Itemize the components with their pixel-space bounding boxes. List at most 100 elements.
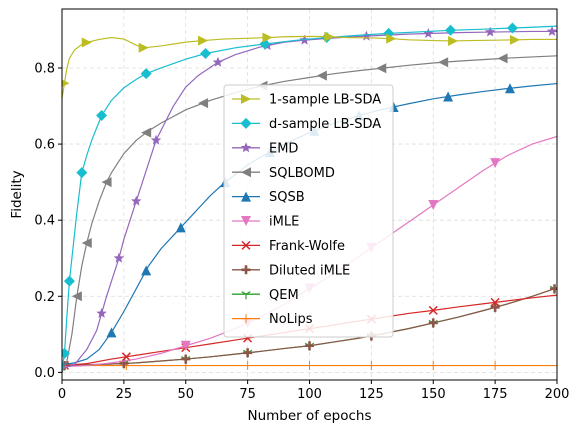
data-point-emd bbox=[361, 30, 372, 41]
legend-item-d-sample-lb-sda: d-sample LB-SDA bbox=[232, 117, 381, 132]
data-point-diluted-imle bbox=[181, 354, 191, 364]
legend-item-frank-wolfe: Frank-Wolfe bbox=[232, 239, 345, 254]
data-point-emd bbox=[96, 307, 107, 318]
data-point-sqlbomd bbox=[101, 177, 112, 188]
legend: 1-sample LB-SDA d-sample LB-SDA EMD SQLBOMD… bbox=[223, 84, 394, 338]
data-point-d-sample-lb-sda bbox=[76, 167, 88, 179]
data-point-sqsb bbox=[106, 327, 117, 338]
data-point-1-sample-lb-sda bbox=[62, 79, 70, 87]
legend-swatch-marker bbox=[241, 167, 251, 178]
legend-swatch-marker bbox=[241, 94, 251, 104]
data-point-diluted-imle bbox=[490, 302, 500, 312]
legend-swatch-marker bbox=[241, 216, 251, 226]
y-tick-label: 0.2 bbox=[34, 290, 55, 305]
data-point-nolips bbox=[305, 361, 314, 371]
data-point-nolips bbox=[366, 361, 376, 371]
data-point-emd bbox=[131, 195, 142, 206]
x-axis-label: Number of epochs bbox=[248, 408, 372, 424]
data-point-d-sample-lb-sda bbox=[259, 38, 271, 50]
data-point-sqlbomd bbox=[316, 70, 327, 81]
legend-label: QEM bbox=[269, 288, 299, 303]
legend-item-imle: iMLE bbox=[232, 215, 299, 230]
data-point-sqlbomd bbox=[438, 57, 449, 68]
data-point-emd bbox=[546, 25, 557, 36]
data-point-emd bbox=[150, 134, 162, 145]
data-point-emd bbox=[423, 28, 434, 38]
legend-label: Diluted iMLE bbox=[269, 263, 350, 278]
data-point-1-sample-lb-sda bbox=[262, 32, 273, 43]
data-point-d-sample-lb-sda bbox=[200, 48, 212, 60]
data-point-sqlbomd bbox=[376, 63, 387, 74]
legend-item-qem: QEM bbox=[232, 288, 299, 303]
series-1-sample-lb-sda bbox=[62, 31, 557, 99]
data-point-sqlbomd bbox=[497, 53, 508, 64]
y-tick-label: 0.8 bbox=[34, 61, 55, 76]
data-point-d-sample-lb-sda bbox=[383, 27, 395, 39]
legend-swatch-marker bbox=[241, 191, 251, 202]
data-point-1-sample-lb-sda bbox=[324, 31, 335, 42]
x-tick-label: 150 bbox=[421, 387, 446, 402]
data-point-1-sample-lb-sda bbox=[448, 35, 459, 46]
series-sqlbomd bbox=[62, 53, 557, 373]
data-point-frank-wolfe bbox=[121, 352, 131, 362]
x-tick-label: 175 bbox=[483, 387, 508, 402]
data-point-d-sample-lb-sda bbox=[63, 275, 75, 287]
legend-swatch-marker bbox=[241, 314, 251, 324]
data-point-nolips bbox=[428, 361, 438, 371]
series-d-sample-lb-sda bbox=[62, 22, 557, 371]
data-point-emd bbox=[484, 26, 496, 37]
data-point-frank-wolfe bbox=[428, 305, 438, 315]
legend-label: d-sample LB-SDA bbox=[269, 117, 381, 132]
legend-item-diluted-imle: Diluted iMLE bbox=[232, 263, 350, 278]
data-point-frank-wolfe bbox=[490, 297, 500, 307]
data-point-diluted-imle bbox=[428, 318, 438, 328]
legend-label: SQSB bbox=[269, 190, 305, 205]
x-tick-label: 50 bbox=[177, 387, 194, 402]
series-line-sqlbomd bbox=[62, 55, 557, 373]
legend-item-nolips: NoLips bbox=[232, 312, 313, 327]
data-point-diluted-imle bbox=[305, 341, 314, 351]
legend-label: iMLE bbox=[269, 215, 299, 230]
legend-box bbox=[223, 84, 394, 338]
x-tick-label: 75 bbox=[239, 387, 256, 402]
y-tick-label: 0.6 bbox=[34, 138, 55, 153]
data-point-sqlbomd bbox=[71, 291, 82, 302]
data-point-1-sample-lb-sda bbox=[81, 37, 92, 48]
series-line-d-sample-lb-sda bbox=[62, 25, 557, 371]
legend-label: EMD bbox=[269, 141, 298, 156]
data-point-1-sample-lb-sda bbox=[198, 35, 209, 46]
data-point-1-sample-lb-sda bbox=[386, 33, 397, 44]
x-tick-label: 25 bbox=[116, 387, 133, 402]
axis-ticks: 0 25 50 75 100 125 150 175 200 0.0 0.2 0.4 0.6 0.8 bbox=[34, 61, 569, 402]
legend-swatch-marker bbox=[241, 240, 251, 250]
x-tick-label: 125 bbox=[359, 387, 384, 402]
data-point-1-sample-lb-sda bbox=[509, 34, 520, 45]
legend-swatch-marker bbox=[240, 142, 252, 153]
y-axis-label: Fidelity bbox=[9, 170, 25, 218]
x-tick-label: 0 bbox=[58, 387, 66, 402]
legend-label: Frank-Wolfe bbox=[269, 239, 345, 254]
data-point-diluted-imle bbox=[550, 284, 557, 294]
data-point-emd bbox=[113, 252, 125, 263]
data-point-sqsb bbox=[443, 91, 454, 102]
data-point-nolips bbox=[490, 361, 500, 371]
series-lines bbox=[62, 22, 557, 373]
data-point-sqsb bbox=[175, 222, 186, 233]
y-tick-label: 0.4 bbox=[34, 214, 55, 229]
legend-label: 1-sample LB-SDA bbox=[269, 93, 381, 108]
data-point-sqlbomd bbox=[141, 127, 152, 138]
data-point-imle bbox=[428, 199, 439, 210]
data-point-d-sample-lb-sda bbox=[140, 68, 152, 80]
legend-item-emd: EMD bbox=[232, 141, 298, 156]
data-point-emd bbox=[212, 56, 224, 67]
data-point-d-sample-lb-sda bbox=[62, 347, 70, 359]
x-tick-label: 200 bbox=[545, 387, 570, 402]
legend-label: NoLips bbox=[269, 312, 313, 327]
data-point-sqsb bbox=[141, 265, 152, 276]
legend-item-sqlbomd: SQLBOMD bbox=[232, 166, 335, 181]
legend-label: SQLBOMD bbox=[269, 166, 335, 181]
data-point-imle bbox=[490, 158, 501, 169]
data-point-sqsb bbox=[504, 83, 515, 94]
